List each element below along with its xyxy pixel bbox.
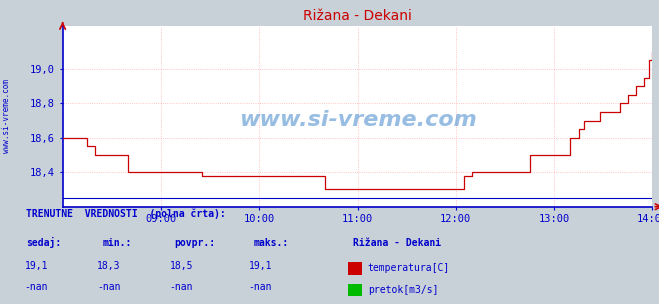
Text: 18,3: 18,3 [97,261,121,271]
Text: 19,1: 19,1 [248,261,272,271]
Text: -nan: -nan [248,282,272,292]
Text: sedaj:: sedaj: [26,237,61,248]
Text: 18,5: 18,5 [169,261,193,271]
Text: pretok[m3/s]: pretok[m3/s] [368,285,438,295]
Title: Rižana - Dekani: Rižana - Dekani [303,9,412,23]
Text: -nan: -nan [97,282,121,292]
Text: Rižana - Dekani: Rižana - Dekani [353,238,441,248]
Text: -nan: -nan [24,282,48,292]
Text: TRENUTNE  VREDNOSTI  (polna črta):: TRENUTNE VREDNOSTI (polna črta): [26,209,226,219]
Text: min.:: min.: [102,238,132,248]
Text: www.si-vreme.com: www.si-vreme.com [239,110,476,130]
Text: maks.:: maks.: [254,238,289,248]
Text: povpr.:: povpr.: [175,238,215,248]
Text: 19,1: 19,1 [24,261,48,271]
Text: temperatura[C]: temperatura[C] [368,264,450,273]
Text: -nan: -nan [169,282,193,292]
Text: www.si-vreme.com: www.si-vreme.com [2,78,11,153]
